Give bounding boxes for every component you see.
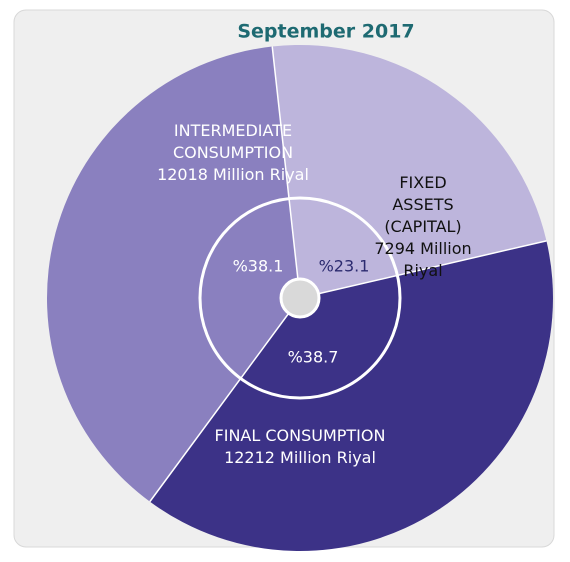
- amount-label: 7294 Million Riyal: [374, 239, 472, 280]
- slice-label: FIXED ASSETS (CAPITAL) 7294 Million Riyal: [368, 172, 478, 282]
- slice-label: FINAL CONSUMPTION 12212 Million Riyal: [190, 425, 410, 469]
- percent-label: %38.7: [287, 347, 339, 367]
- center-hub: [279, 277, 321, 319]
- category-name: FIXED ASSETS (CAPITAL): [384, 173, 462, 236]
- amount-label: 12212 Million Riyal: [224, 448, 376, 467]
- slice-label: INTERMEDIATE CONSUMPTION 12018 Million Ri…: [138, 120, 328, 186]
- pie-slice: [272, 44, 547, 298]
- percent-label: %38.1: [232, 256, 284, 276]
- chart-title: September 2017: [237, 21, 414, 43]
- pie-slice: [47, 46, 300, 502]
- category-name: INTERMEDIATE CONSUMPTION: [172, 121, 294, 162]
- slice-divider: [149, 297, 301, 503]
- category-name: FINAL CONSUMPTION: [214, 426, 386, 445]
- pie-slice: [149, 240, 553, 552]
- inner-ring: [198, 196, 402, 400]
- amount-label: 12018 Million Riyal: [157, 165, 309, 184]
- slice-divider: [299, 240, 547, 299]
- percent-label: %23.1: [318, 256, 370, 276]
- slice-divider: [271, 46, 301, 299]
